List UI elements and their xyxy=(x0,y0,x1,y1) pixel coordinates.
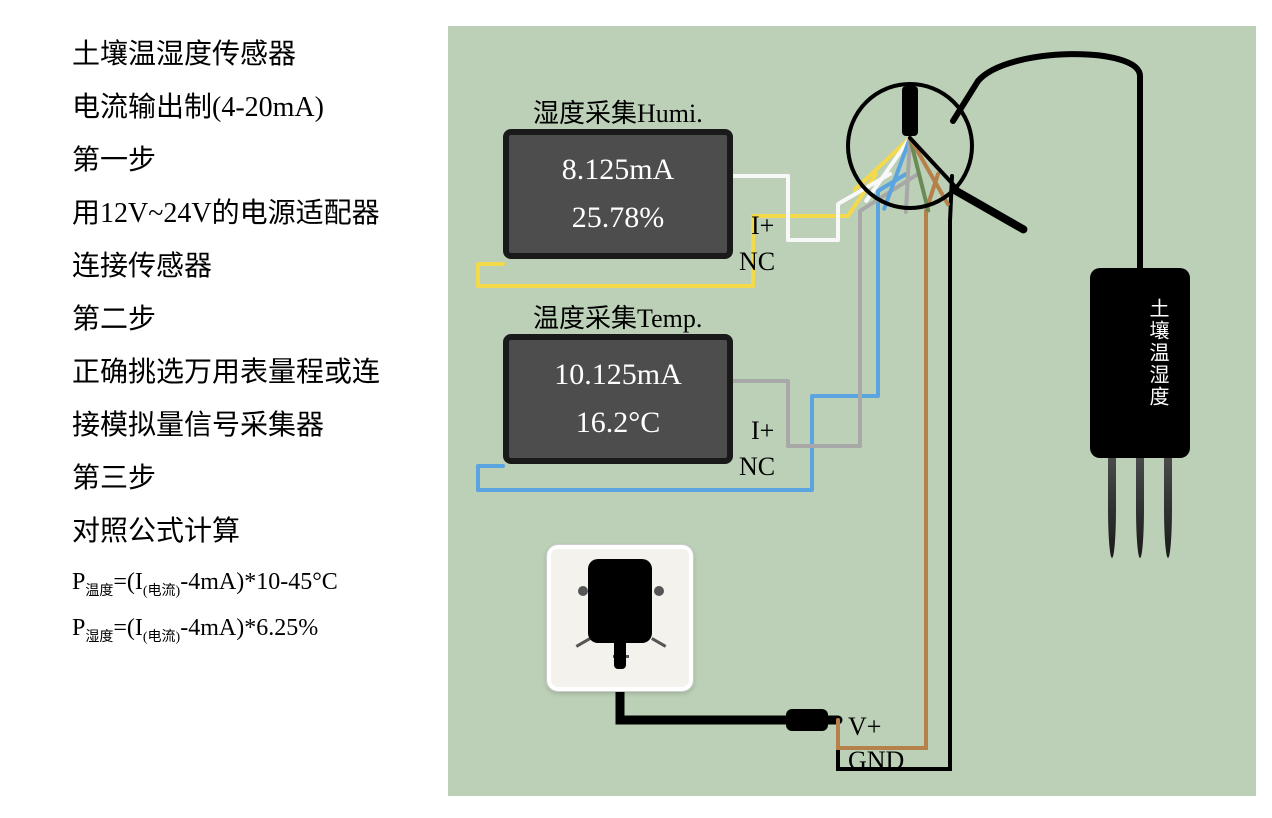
instructions-text: 土壤温湿度传感器 电流输出制(4-20mA) 第一步 用12V~24V的电源适配… xyxy=(72,30,432,651)
ferrite-core-icon xyxy=(786,709,828,731)
step2-heading: 第二步 xyxy=(72,295,432,344)
humi-current: 8.125mA xyxy=(509,153,727,187)
temp-meter: 10.125mA 16.2°C xyxy=(503,334,733,464)
step3-line1: 对照公式计算 xyxy=(72,507,432,556)
step2-line2: 接模拟量信号采集器 xyxy=(72,401,432,450)
temp-value: 16.2°C xyxy=(509,406,727,440)
step3-heading: 第三步 xyxy=(72,454,432,503)
humi-meter: 8.125mA 25.78% xyxy=(503,129,733,259)
power-adapter-icon xyxy=(588,559,652,643)
wiring-diagram: 湿度采集Humi. 8.125mA 25.78% I+ NC 温度采集Temp.… xyxy=(448,26,1256,796)
vplus-label: V+ xyxy=(848,712,881,742)
humi-meter-label: 湿度采集Humi. xyxy=(533,93,703,130)
temp-current: 10.125mA xyxy=(509,358,727,392)
soil-sensor-label: 土壤温湿度 xyxy=(1143,298,1172,408)
step1-line2: 连接传感器 xyxy=(72,242,432,291)
title-line1: 土壤温湿度传感器 xyxy=(72,30,432,79)
sensor-prong xyxy=(1136,458,1144,558)
temp-iplus-label: I+ xyxy=(751,416,774,446)
humi-iplus-label: I+ xyxy=(751,211,774,241)
humi-nc-label: NC xyxy=(739,247,775,277)
step1-heading: 第一步 xyxy=(72,136,432,185)
step1-line1: 用12V~24V的电源适配器 xyxy=(72,189,432,238)
soil-sensor-icon: 土壤温湿度 xyxy=(1090,268,1190,458)
formula-temp: P温度=(I(电流)-4mA)*10-45°C xyxy=(72,560,432,606)
title-line2: 电流输出制(4-20mA) xyxy=(72,83,432,132)
sensor-prong xyxy=(1164,458,1172,558)
formula-humi: P湿度=(I(电流)-4mA)*6.25% xyxy=(72,606,432,652)
sensor-prong xyxy=(1108,458,1116,558)
temp-nc-label: NC xyxy=(739,452,775,482)
step2-line1: 正确挑选万用表量程或连 xyxy=(72,348,432,397)
gnd-label: GND xyxy=(848,746,904,776)
temp-meter-label: 温度采集Temp. xyxy=(533,298,702,335)
humi-value: 25.78% xyxy=(509,201,727,235)
